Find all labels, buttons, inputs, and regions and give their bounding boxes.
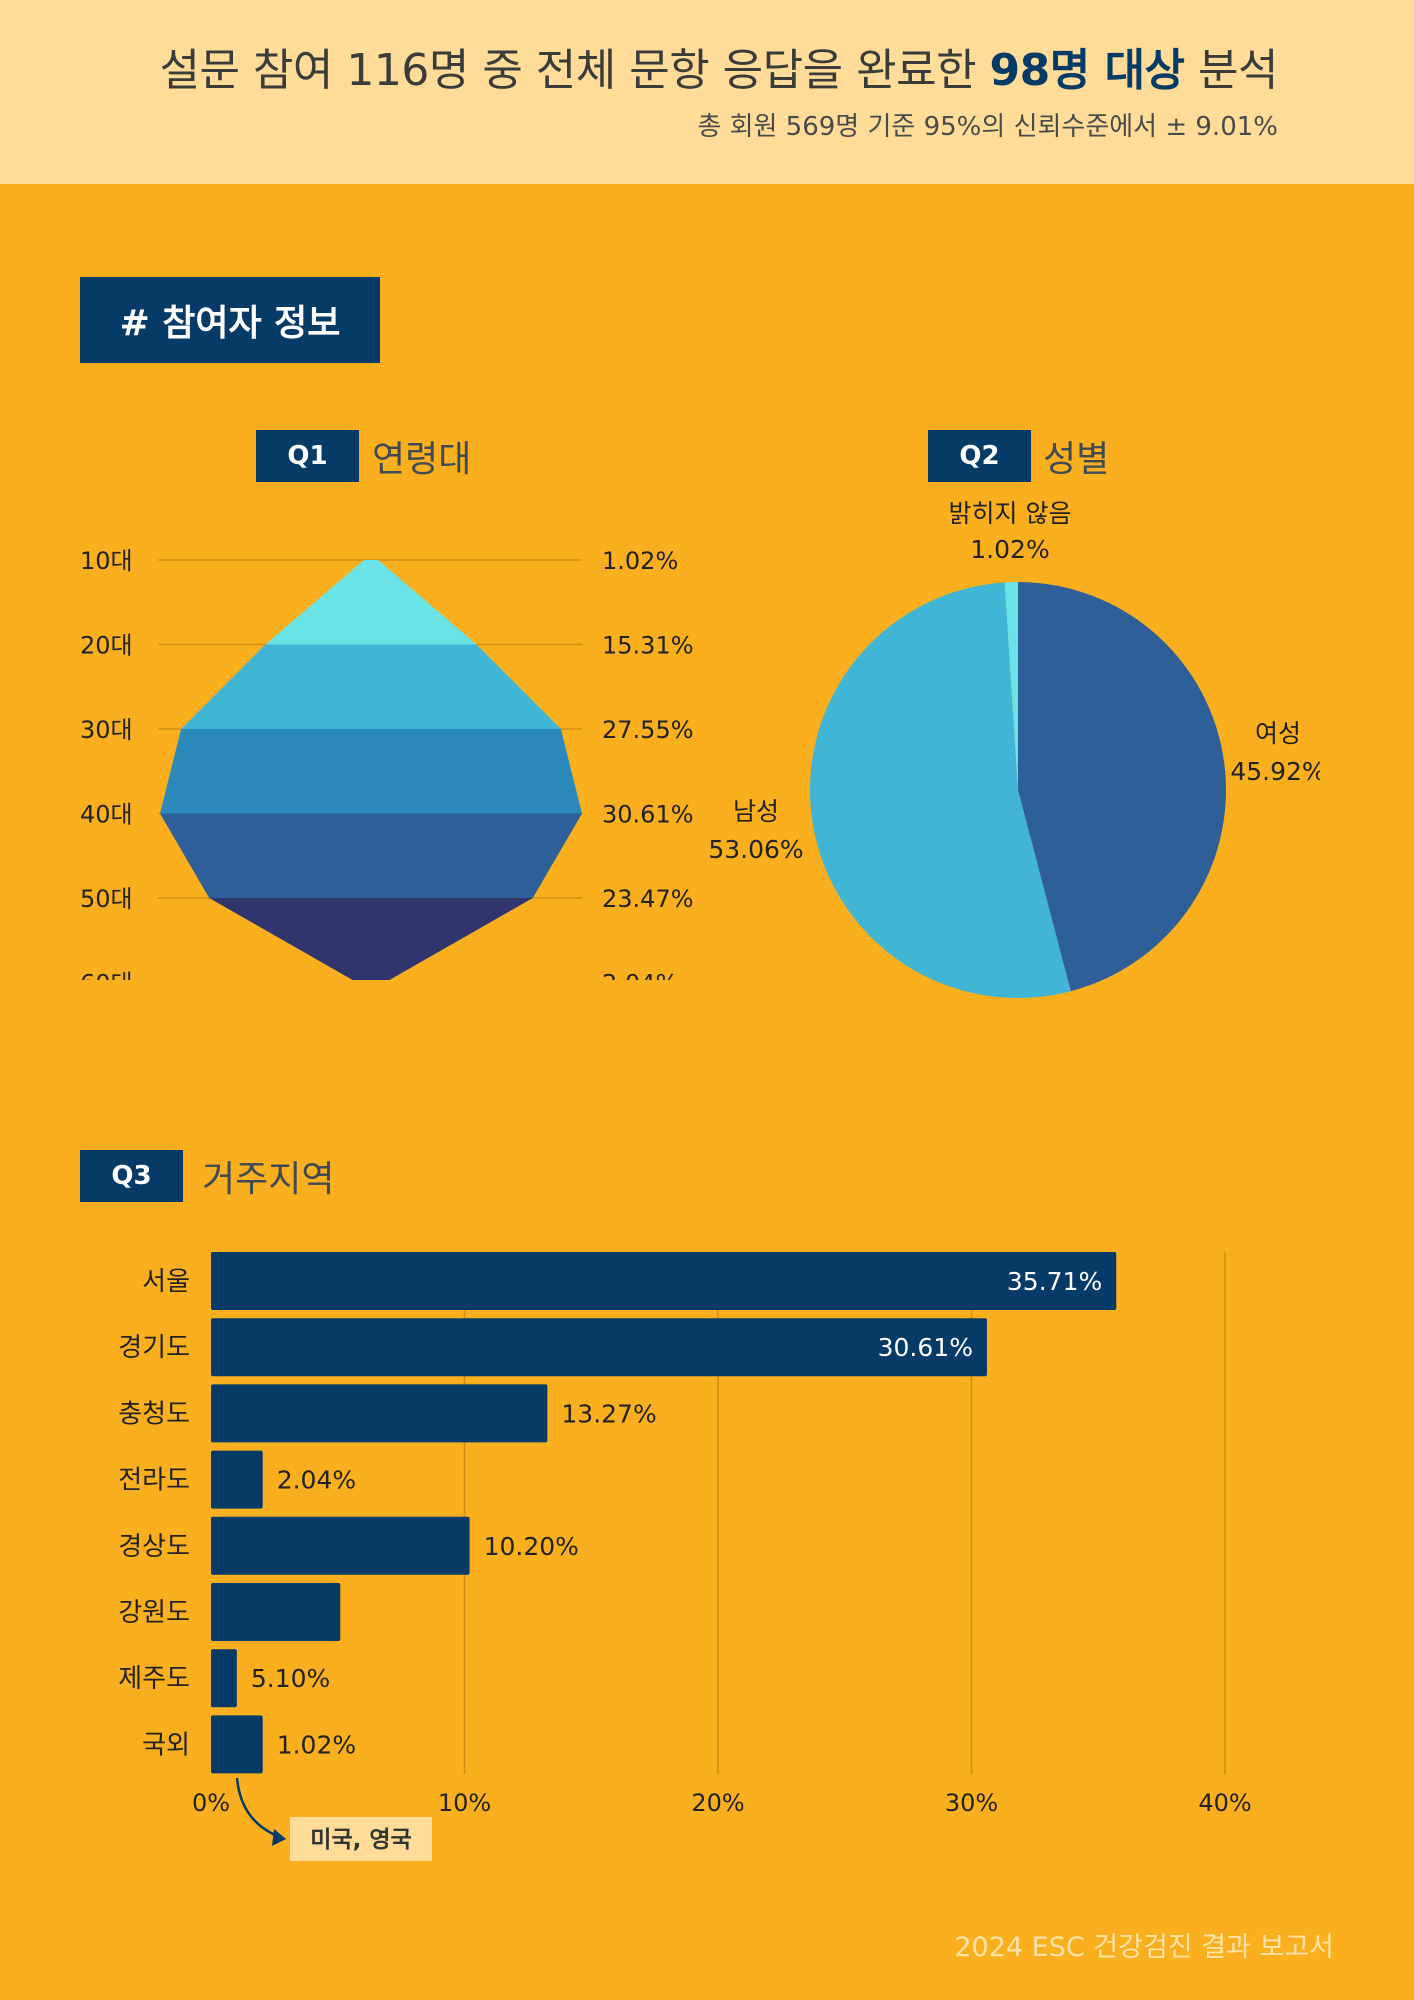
region-value-label: 30.61% [878,1333,973,1362]
footer-text: 2024 ESC 건강검진 결과 보고서 [954,1932,1334,1963]
age-band [160,813,582,898]
region-category-label: 강원도 [118,1598,190,1628]
region-chart: 0% 10% 20% 30% 40% 서울 35.71% 경기도 30.61% 충청도 13.27%… [118,1252,1252,1861]
q2-title: 성별 [1043,439,1110,480]
gender-slice [809,582,1071,998]
region-tick-label: 40% [1198,1789,1251,1817]
age-value-label: 23.47% [602,885,694,913]
age-value-label: 27.55% [602,716,694,744]
age-category-label: 60대 [80,970,133,981]
region-tick-label: 30% [945,1789,998,1817]
region-category-label: 충청도 [118,1399,190,1429]
region-category-label: 경상도 [118,1532,190,1562]
q1-badge: Q1 [256,430,359,482]
gender-chart: 여성 45.92% 남성 53.06% 밝히지 않음 1.02% [708,499,1320,998]
region-bar [211,1715,263,1774]
region-category-label: 서울 [142,1267,190,1297]
annotation-arrowhead [272,1829,286,1846]
age-band [160,729,582,814]
region-category-label: 국외 [142,1730,190,1760]
gender-name-label: 밝히지 않음 [949,499,1072,528]
age-value-label: 2.04% [602,970,678,981]
age-band [265,560,477,645]
region-tick-label: 0% [192,1789,230,1817]
gender-name-label: 남성 [733,797,779,826]
gender-slice [1004,582,1018,790]
gender-name-label: 여성 [1255,719,1301,748]
gender-value-label: 45.92% [1230,757,1320,786]
region-bar [211,1384,548,1443]
region-bar [211,1450,263,1509]
q2-badge: Q2 [928,430,1031,482]
gender-value-label: 53.06% [708,835,803,864]
region-category-label: 제주도 [118,1664,190,1694]
age-category-label: 20대 [80,632,133,660]
region-tick-label: 20% [691,1789,744,1817]
annotation-arrow [235,1777,283,1840]
region-category-label: 전라도 [118,1466,190,1496]
header-banner: 설문 참여 116명 중 전체 문항 응답을 완료한 98명 대상 분석 총 회… [0,0,1414,184]
region-value-label: 35.71% [1007,1267,1102,1296]
region-bar [211,1649,237,1708]
age-chart: 10대 1.02% 20대 15.31% 30대 27.55% 40대 30.61% 50대 23… [80,547,694,981]
age-band [181,644,561,729]
age-value-label: 15.31% [602,632,694,660]
region-category-label: 경기도 [118,1333,190,1363]
age-category-label: 50대 [80,885,133,913]
region-bar [211,1318,987,1377]
annotation-box [290,1817,432,1861]
gender-value-label: 1.02% [970,535,1049,564]
region-bar [211,1252,1117,1310]
age-band [209,898,533,980]
region-value-label: 1.02% [277,1730,356,1759]
region-value-label: 2.04% [277,1466,356,1495]
q3-badge: Q3 [80,1150,183,1202]
region-value-label: 13.27% [561,1399,656,1428]
q1-title: 연령대 [372,439,472,480]
section-participant-info: # 참여자 정보 [80,277,380,363]
age-category-label: 10대 [80,547,133,575]
page-title: 설문 참여 116명 중 전체 문항 응답을 완료한 98명 대상 분석 [159,45,1278,96]
age-value-label: 30.61% [602,801,694,829]
region-value-label: 10.20% [484,1532,579,1561]
region-bar [211,1516,470,1575]
q3-title: 거주지역 [202,1159,335,1200]
annotation-text: 미국, 영국 [310,1827,411,1853]
gender-slice [1018,582,1226,992]
age-category-label: 30대 [80,716,133,744]
age-category-label: 40대 [80,801,133,829]
region-tick-label: 10% [438,1789,491,1817]
page-subtitle: 총 회원 569명 기준 95%의 신뢰수준에서 ± 9.01% [697,112,1278,142]
region-bar [211,1583,341,1641]
region-value-label: 5.10% [251,1664,330,1693]
age-value-label: 1.02% [602,547,678,575]
